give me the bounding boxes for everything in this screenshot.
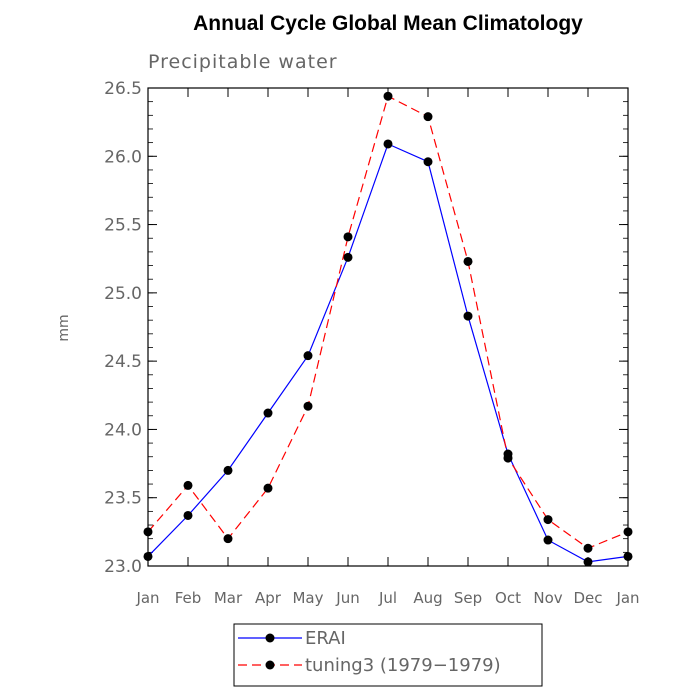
- data-point-series-1: [423, 112, 433, 122]
- x-tick-label: Jan: [615, 589, 639, 607]
- legend-label-tuning3: tuning3 (1979−1979): [305, 655, 501, 676]
- legend-item-erai: ERAI: [238, 628, 346, 649]
- legend-label-erai: ERAI: [305, 628, 346, 649]
- y-axis-label: mm: [56, 314, 72, 341]
- x-tick-label: Jul: [378, 589, 397, 607]
- x-tick-label: Sep: [454, 589, 482, 607]
- data-point-series-1: [143, 527, 153, 537]
- y-tick-label: 24.0: [104, 420, 142, 440]
- data-point-series-0: [583, 557, 593, 567]
- y-tick-label: 24.5: [104, 352, 142, 372]
- x-tick-label: Aug: [413, 589, 442, 607]
- data-point-series-1: [343, 232, 353, 242]
- chart-title: Annual Cycle Global Mean Climatology: [193, 12, 583, 35]
- data-point-series-1: [583, 543, 593, 553]
- data-point-series-0: [143, 551, 153, 561]
- x-tick-label: Nov: [533, 589, 562, 607]
- data-point-series-0: [263, 408, 273, 418]
- x-tick-label: Mar: [214, 589, 243, 607]
- data-point-series-0: [183, 510, 193, 520]
- legend-item-tuning3: tuning3 (1979−1979): [238, 655, 501, 676]
- series-line-1: [147, 95, 629, 549]
- x-tick-label: Jan: [135, 589, 159, 607]
- x-tick-label: May: [292, 589, 323, 607]
- data-point-series-0: [463, 311, 473, 321]
- data-point-series-1: [263, 483, 273, 493]
- y-tick-label: 23.0: [104, 557, 142, 577]
- data-point-series-0: [303, 351, 313, 361]
- series-line-0: [147, 143, 629, 563]
- y-tick-label: 26.0: [104, 147, 142, 167]
- y-axis: 23.0 23.5 24.0 24.5 25.0 25.5 26.0 26.5: [104, 79, 628, 577]
- plot-frame: [147, 87, 629, 567]
- data-point-series-1: [383, 91, 393, 101]
- data-point-series-0: [623, 551, 633, 561]
- data-point-series-0: [543, 535, 553, 545]
- x-tick-label: Apr: [255, 589, 282, 607]
- legend-marker-erai: [265, 633, 275, 643]
- x-tick-label: Dec: [573, 589, 602, 607]
- y-tick-label: 23.5: [104, 489, 142, 509]
- x-tick-label: Feb: [175, 589, 202, 607]
- x-tick-label: Jun: [335, 589, 359, 607]
- series-layer: [143, 91, 633, 567]
- data-point-series-0: [223, 465, 233, 475]
- data-point-series-1: [223, 534, 233, 544]
- data-point-series-1: [503, 453, 513, 463]
- data-point-series-0: [383, 139, 393, 149]
- data-point-series-1: [303, 401, 313, 411]
- data-point-series-1: [183, 480, 193, 490]
- legend-box: [233, 623, 543, 687]
- data-point-series-1: [543, 515, 553, 525]
- data-point-series-1: [463, 256, 473, 266]
- data-point-series-1: [623, 527, 633, 537]
- y-tick-label: 26.5: [104, 79, 142, 99]
- data-point-series-0: [423, 157, 433, 167]
- x-tick-label: Oct: [495, 589, 521, 607]
- data-point-series-0: [343, 252, 353, 262]
- legend-marker-tuning3: [265, 660, 275, 670]
- x-axis: Jan Feb Mar Apr May Jun Jul Aug Sep Oct Nov Dec Jan: [135, 88, 640, 607]
- chart-subtitle: Precipitable water: [148, 51, 338, 73]
- y-tick-label: 25.5: [104, 216, 142, 236]
- y-tick-label: 25.0: [104, 284, 142, 304]
